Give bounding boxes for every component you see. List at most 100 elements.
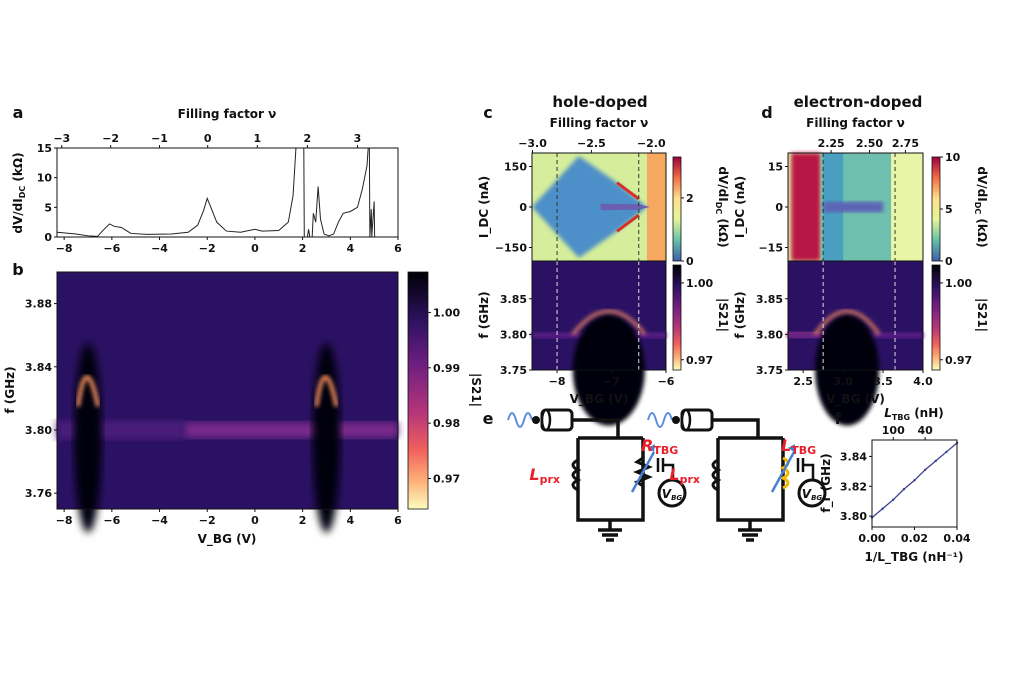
label-subscript: BG bbox=[811, 494, 822, 502]
x-tick-label: 0.02 bbox=[901, 532, 928, 545]
x-tick-label: 0.04 bbox=[943, 532, 970, 545]
resistance-curve bbox=[56, 147, 398, 238]
x-tick-label: −7 bbox=[603, 375, 620, 388]
x-tick-label: 0 bbox=[251, 514, 259, 527]
top-tick-label: 40 bbox=[917, 424, 933, 437]
colorbar-tick-label: 0.98 bbox=[433, 417, 460, 430]
inductor-prx-icon bbox=[711, 458, 722, 492]
label-unit: (kΩ) bbox=[11, 152, 25, 185]
panel-title: electron-doped bbox=[794, 93, 923, 111]
microwave-signal-icon bbox=[647, 412, 673, 428]
panel-label-b: b bbox=[12, 260, 23, 279]
label-main: L bbox=[884, 406, 892, 420]
x-tick-label: −8 bbox=[549, 375, 566, 388]
circuit-wires bbox=[572, 418, 645, 542]
circuit-diagram-r: VBG Lprx RTBG bbox=[507, 408, 687, 542]
voltage-source-label: VBG bbox=[662, 487, 683, 502]
y-tick-label: 3.85 bbox=[756, 293, 783, 306]
top-tick-label: 3 bbox=[354, 132, 362, 145]
top-axis-label: Filling factor ν bbox=[550, 116, 649, 130]
label-main: L bbox=[529, 465, 539, 484]
y-tick-label: 0 bbox=[775, 201, 783, 214]
top-tick-label: 2.75 bbox=[892, 137, 919, 150]
label-subscript: DC bbox=[714, 202, 723, 215]
x-tick-label: 4 bbox=[346, 514, 354, 527]
critical-current-edge bbox=[616, 213, 640, 233]
top-tick-label: −3.0 bbox=[518, 137, 547, 150]
label-unit: (kΩ) bbox=[975, 214, 989, 247]
colorbar-label: |S21| bbox=[716, 298, 730, 332]
data-point bbox=[923, 468, 927, 472]
x-axis-label: V_BG (V) bbox=[198, 532, 257, 547]
panel-label-a: a bbox=[13, 103, 24, 122]
label-unit: (kΩ) bbox=[716, 214, 730, 247]
colorbar-label: |S21| bbox=[975, 298, 989, 332]
tunable-arrow-icon bbox=[630, 451, 656, 493]
panel-label-d: d bbox=[761, 103, 772, 122]
top-tick-label: 2.50 bbox=[856, 137, 883, 150]
top-axis-label: LTBG (nH) bbox=[884, 406, 944, 422]
resonance-arc bbox=[314, 375, 339, 407]
port-node bbox=[672, 416, 680, 424]
label-main: dV/dI bbox=[716, 166, 730, 201]
axes-frame bbox=[787, 260, 924, 371]
y-axis-label: dV/dIDC (kΩ) bbox=[11, 152, 27, 233]
x-tick-label: 3.0 bbox=[833, 375, 853, 388]
y-axis-label: f (GHz) bbox=[3, 366, 17, 413]
x-axis-label: 1/L_TBG (nH⁻¹) bbox=[865, 550, 964, 565]
heatmap-upper-d bbox=[788, 153, 923, 261]
gate-capacitor-icon bbox=[796, 458, 815, 480]
tbg-element-label: RTBG bbox=[641, 436, 678, 457]
x-tick-label: −6 bbox=[103, 242, 120, 255]
high-resistance-region bbox=[646, 153, 666, 261]
colorbar-tick-label: 0.97 bbox=[945, 354, 972, 367]
x-tick-label: 4.0 bbox=[913, 375, 933, 388]
data-point bbox=[934, 459, 937, 463]
label-subscript: TBG bbox=[892, 413, 910, 422]
colorbar bbox=[931, 264, 941, 371]
y-tick-label: 3.88 bbox=[25, 298, 52, 311]
data-point bbox=[892, 498, 895, 501]
resonance-arc bbox=[571, 309, 646, 336]
y-tick-label: 15 bbox=[768, 161, 783, 174]
y-tick-label: 0 bbox=[44, 231, 52, 244]
label-subscript: prx bbox=[680, 473, 700, 486]
colorbar-tick-label: 0 bbox=[945, 255, 953, 268]
x-tick-label: 4 bbox=[346, 242, 354, 255]
colorbar-tick-label: 1.00 bbox=[433, 306, 460, 319]
label-main: dV/dI bbox=[975, 166, 989, 201]
x-tick-label: 2 bbox=[299, 242, 307, 255]
colorbar-tick-label: 0.97 bbox=[433, 473, 460, 486]
inductor-prx-label: Lprx bbox=[529, 465, 560, 486]
y-axis-label: f (GHz) bbox=[477, 291, 491, 338]
x-tick-label: 6 bbox=[394, 514, 402, 527]
critical-current-edge bbox=[616, 181, 640, 201]
inductor-prx-label: Lprx bbox=[669, 465, 700, 486]
colorbar-tick-label: 0.97 bbox=[686, 354, 713, 367]
y-tick-label: −150 bbox=[495, 242, 528, 255]
y-tick-label: 3.80 bbox=[756, 328, 783, 341]
x-axis-label: V_BG (V) bbox=[570, 392, 629, 407]
x-tick-label: −8 bbox=[56, 242, 73, 255]
label-main: V bbox=[802, 487, 813, 501]
y-axis-label: I_DC (nA) bbox=[733, 176, 748, 238]
data-point bbox=[913, 479, 916, 482]
top-tick-label: 0 bbox=[204, 132, 212, 145]
y-tick-label: −15 bbox=[758, 242, 783, 255]
colorbar-label: dV/dIDC (kΩ) bbox=[973, 166, 989, 247]
label-subscript: BG bbox=[671, 494, 682, 502]
tunable-arrow-head bbox=[788, 444, 795, 452]
heatmap-background bbox=[57, 272, 398, 509]
axes-frame bbox=[531, 260, 667, 371]
y-tick-label: 3.80 bbox=[840, 510, 867, 523]
label-subscript: TBG bbox=[791, 444, 816, 457]
resonance-arc bbox=[813, 309, 881, 336]
axes-frame bbox=[56, 271, 399, 510]
voltage-source-icon bbox=[657, 478, 687, 508]
high-resistance-region bbox=[791, 153, 821, 261]
voltage-source-icon bbox=[797, 478, 827, 508]
colorbar bbox=[407, 271, 429, 510]
label-main: dV/dI bbox=[11, 198, 25, 233]
panel-label-f: f bbox=[835, 409, 843, 428]
